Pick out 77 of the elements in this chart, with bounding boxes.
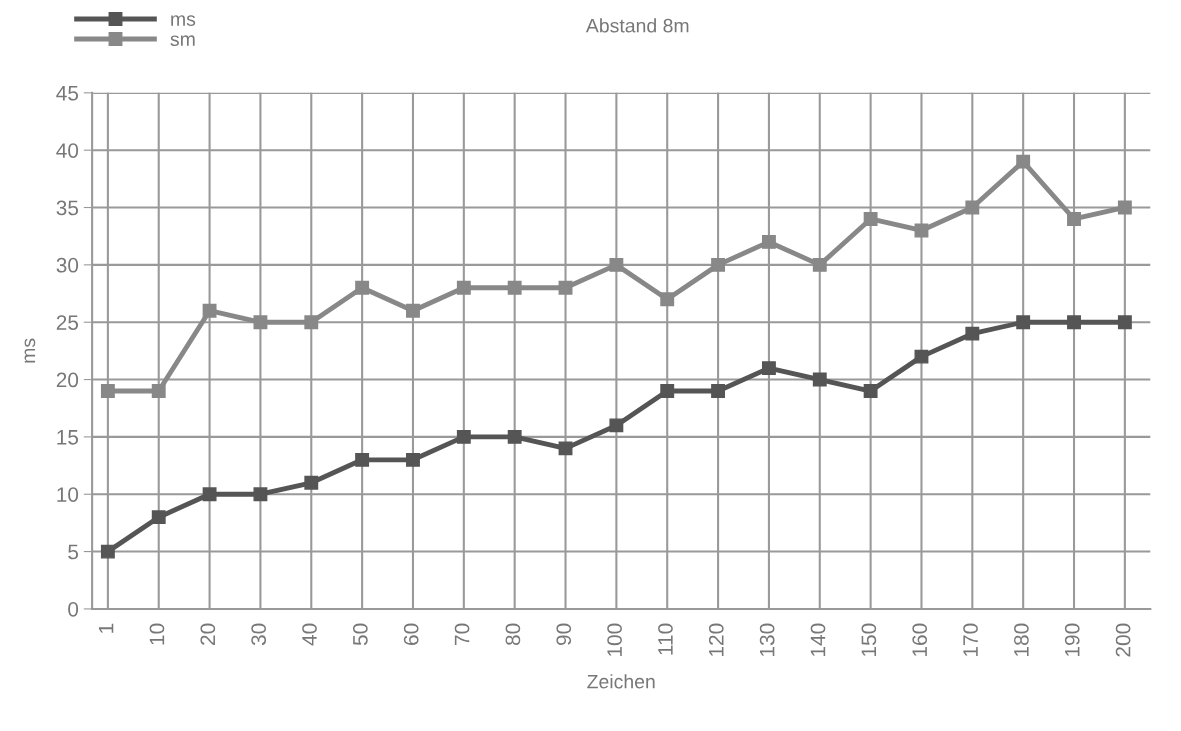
point [914,349,929,364]
y-tick-label: 25 [56,315,79,330]
point [761,361,776,376]
point [711,384,726,398]
point [456,280,471,295]
x-tick-label: 110 [658,623,673,655]
point [965,326,980,341]
x-axis-title: Zeichen [587,674,655,689]
point [558,280,573,295]
point [863,384,878,398]
point [507,429,522,444]
x-tick-label: 80 [505,623,521,646]
point [253,315,268,330]
y-tick-label: 30 [56,257,79,273]
point [304,475,319,490]
point [253,487,268,502]
x-tick-label: 70 [454,623,470,645]
point [812,372,827,387]
x-tick-label: 170 [963,623,978,656]
x-tick-label: 20 [200,623,216,645]
point [1117,315,1132,330]
point [863,212,878,226]
point [711,257,726,272]
point [406,452,420,467]
legend-label: ms [171,15,196,26]
point [558,441,573,456]
point [202,487,217,502]
point [609,418,624,433]
point [1016,154,1031,169]
y-tick-label: 5 [68,544,79,560]
y-tick-label: 35 [56,200,79,216]
point [1067,212,1081,226]
point [965,200,980,215]
y-tick-label: 15 [57,430,79,445]
point [151,384,166,398]
y-tick-label: 40 [56,143,79,158]
x-tick-label: 190 [1064,623,1080,656]
x-tick-label: 120 [708,623,724,656]
point [812,257,827,272]
point [100,384,115,398]
x-tick-label: 140 [810,623,826,656]
x-tick-label: 180 [1014,623,1029,656]
point [456,429,471,444]
point [151,510,166,525]
point [609,257,624,272]
x-tick-label: 10 [149,623,165,645]
x-tick-label: 50 [352,623,368,646]
point [406,303,420,318]
point [355,452,370,467]
x-tick-label: 30 [251,623,267,646]
x-tick-label: 1 [98,623,114,633]
point [660,384,675,398]
x-tick-label: 60 [403,623,419,645]
y-tick-label: 10 [57,487,79,502]
point [355,280,370,295]
point [304,315,319,330]
point [202,303,217,318]
chart-title: Abstand 8m [585,18,689,33]
x-tick-label: 160 [912,623,928,656]
point [1016,315,1031,330]
y-tick-label: 45 [56,86,79,101]
y-tick-label: 0 [68,601,79,617]
x-tick-label: 90 [556,623,572,646]
y-tick-label: 20 [56,372,79,388]
legend-label: sm [170,35,195,47]
x-tick-label: 130 [759,623,775,656]
x-tick-label: 40 [302,623,317,646]
point [100,544,115,559]
y-axis-title: ms [24,338,36,363]
point [761,234,776,249]
point [1067,315,1081,330]
point [660,292,675,307]
point [1117,200,1132,215]
x-tick-label: 150 [861,623,877,656]
point [507,280,522,295]
x-tick-label: 100 [607,623,622,656]
x-tick-label: 200 [1115,623,1131,657]
